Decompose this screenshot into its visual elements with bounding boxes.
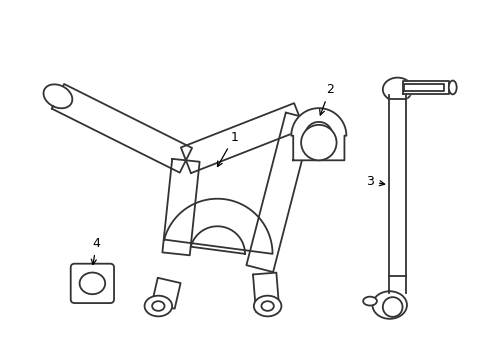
Polygon shape bbox=[388, 275, 406, 293]
FancyBboxPatch shape bbox=[71, 264, 114, 303]
Polygon shape bbox=[388, 99, 406, 275]
Ellipse shape bbox=[448, 81, 456, 94]
Polygon shape bbox=[164, 199, 272, 254]
Text: 2: 2 bbox=[319, 84, 333, 115]
Circle shape bbox=[382, 297, 402, 317]
Text: 3: 3 bbox=[366, 175, 384, 188]
Polygon shape bbox=[291, 108, 346, 160]
Polygon shape bbox=[52, 84, 192, 173]
Ellipse shape bbox=[80, 273, 105, 294]
Text: 1: 1 bbox=[217, 131, 238, 167]
Circle shape bbox=[301, 125, 336, 160]
Polygon shape bbox=[162, 159, 199, 255]
Polygon shape bbox=[246, 113, 312, 272]
Ellipse shape bbox=[382, 78, 411, 101]
Polygon shape bbox=[152, 278, 180, 309]
Ellipse shape bbox=[363, 297, 376, 306]
Polygon shape bbox=[402, 81, 448, 94]
Polygon shape bbox=[252, 273, 279, 312]
Ellipse shape bbox=[261, 301, 273, 311]
Polygon shape bbox=[388, 95, 406, 99]
Ellipse shape bbox=[372, 291, 406, 319]
Polygon shape bbox=[43, 84, 72, 108]
Text: 4: 4 bbox=[91, 237, 100, 265]
Polygon shape bbox=[181, 103, 304, 173]
Ellipse shape bbox=[152, 301, 164, 311]
Ellipse shape bbox=[253, 296, 281, 316]
Ellipse shape bbox=[144, 296, 172, 316]
Polygon shape bbox=[404, 84, 443, 91]
